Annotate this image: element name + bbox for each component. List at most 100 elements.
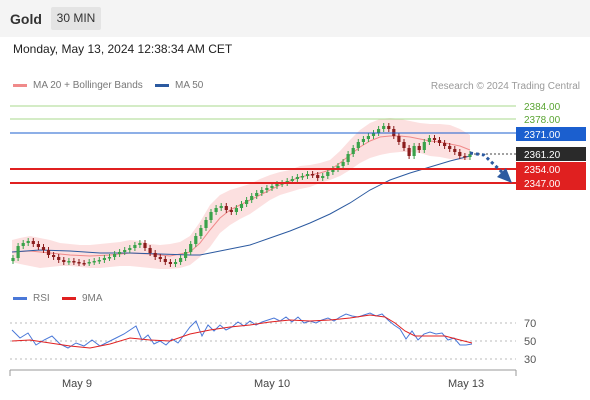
candle-body [11, 258, 15, 261]
legend-ma50: MA 50 [155, 80, 203, 91]
candle-body [250, 196, 254, 200]
top-bar: Gold 30 MIN [0, 0, 590, 37]
candles [11, 123, 472, 267]
candle-body [290, 179, 294, 181]
rsi-70-label: 70 [524, 318, 536, 330]
candle-body [21, 243, 25, 246]
candle-body [453, 149, 457, 152]
candle-body [361, 139, 365, 142]
candle-body [422, 142, 426, 150]
candle-body [153, 253, 157, 257]
credit-text: Research © 2024 Trading Central [430, 81, 580, 92]
candle-body [321, 176, 325, 178]
candle-body [41, 247, 46, 250]
candle-body [118, 252, 122, 254]
candle-body [57, 257, 61, 260]
candle-body [239, 204, 244, 208]
candle-body [437, 140, 442, 143]
candle-body [148, 248, 152, 253]
candle-body [270, 186, 274, 188]
candle-body [255, 193, 259, 196]
candle-body [133, 245, 137, 248]
candle-body [397, 136, 401, 142]
candle-body [366, 136, 370, 139]
candle-body [463, 156, 467, 158]
candle-body [458, 152, 462, 156]
rsi-ma-line [11, 314, 473, 349]
x-label-may10: May 10 [254, 378, 290, 390]
candle-body [163, 259, 167, 262]
candle-body [377, 129, 381, 133]
candle-body [143, 243, 147, 248]
candle-body [179, 258, 183, 262]
candle-body [346, 154, 350, 162]
candle-body [82, 263, 86, 265]
rsi-line [11, 312, 473, 349]
candle-body [326, 172, 330, 176]
candle-body [443, 143, 447, 146]
candle-body [336, 166, 340, 169]
timeframe-button[interactable]: 30 MIN [51, 7, 101, 30]
candle-body [382, 126, 386, 129]
candle-body [341, 162, 345, 166]
candle-body [107, 257, 112, 259]
candle-body [36, 244, 40, 247]
candle-body [432, 138, 437, 140]
rsi-swatch [13, 297, 27, 300]
x-label-may13: May 13 [448, 378, 484, 390]
ma50-label: MA 50 [175, 80, 204, 91]
candle-body [123, 250, 127, 252]
candle-body [31, 241, 35, 244]
legend-rsi-ma: 9MA [62, 293, 103, 304]
candle-body [260, 190, 264, 193]
last-price-label: 2361.20 [524, 150, 561, 161]
rsi-label: RSI [33, 293, 50, 304]
candle-body [138, 243, 142, 245]
candle-body [77, 262, 81, 264]
candle-body [67, 261, 71, 263]
level-label-2378: 2378.00 [524, 115, 561, 126]
candle-body [189, 244, 193, 252]
candle-body [351, 148, 355, 154]
candle-body [26, 241, 30, 243]
candle-body [427, 138, 431, 142]
candle-body [417, 146, 421, 150]
candle-body [275, 184, 279, 186]
candle-body [204, 220, 208, 228]
rsi-ma-label: 9MA [82, 293, 103, 304]
candle-body [387, 126, 391, 129]
candle-body [168, 262, 172, 264]
rsi-ma-swatch [62, 297, 76, 300]
candle-body [295, 177, 299, 179]
candle-body [356, 142, 360, 148]
candle-body [62, 260, 66, 262]
candle-body [219, 206, 223, 208]
candle-body [52, 255, 56, 257]
chart-datetime: Monday, May 13, 2024 12:38:34 AM CET [13, 42, 233, 56]
candle-body [102, 258, 106, 260]
candle-body [402, 142, 406, 148]
candle-body [305, 174, 310, 176]
candle-body [407, 148, 411, 156]
candle-body [224, 206, 228, 210]
candle-body [214, 208, 218, 212]
candle-body [184, 252, 188, 258]
candle-body [448, 146, 452, 149]
candle-body [113, 254, 117, 257]
candle-body [72, 261, 76, 263]
level-label-2354: 2354.00 [524, 165, 561, 176]
rsi-50-label: 50 [524, 336, 536, 348]
candle-body [87, 262, 91, 264]
candle-body [234, 208, 238, 212]
instrument-title: Gold [10, 11, 42, 27]
level-label-2347: 2347.00 [524, 179, 561, 190]
ma20-label: MA 20 + Bollinger Bands [33, 80, 143, 91]
projection-arrow [469, 151, 512, 183]
ma50-swatch [155, 84, 169, 87]
candle-body [316, 175, 320, 178]
candle-body [199, 228, 203, 236]
level-label-2384: 2384.00 [524, 102, 561, 113]
candle-body [46, 250, 51, 255]
candle-body [412, 146, 416, 156]
